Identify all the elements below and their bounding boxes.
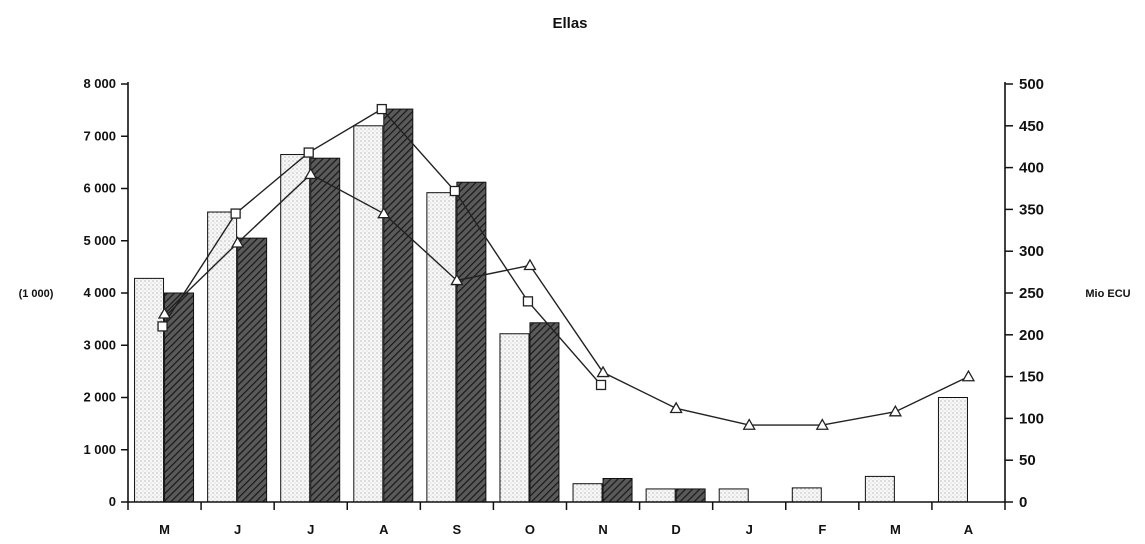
triangle-marker	[231, 236, 245, 248]
right-tick-label: 500	[1019, 76, 1044, 93]
square-marker	[303, 147, 314, 158]
left-tick-label: 4 000	[83, 285, 116, 300]
x-tick-label: M	[159, 522, 170, 537]
bar-dark	[237, 237, 268, 503]
x-tick-label: O	[525, 522, 535, 537]
left-tick-label: 6 000	[83, 181, 116, 196]
bar-light	[280, 154, 311, 503]
bar-light	[572, 483, 603, 503]
x-tick-label: J	[307, 522, 314, 537]
x-tick-label: N	[598, 522, 607, 537]
right-axis-ticks: 0 50 100 150 200 250 300 350 400 450 500	[1005, 76, 1044, 511]
bar-light	[426, 192, 457, 503]
right-tick-label: 200	[1019, 327, 1044, 344]
axes	[127, 82, 1006, 510]
x-tick-label: J	[234, 522, 241, 537]
x-tick-label: A	[379, 522, 389, 537]
right-axis-label: Mio ECU	[1085, 288, 1130, 300]
bar-light	[353, 125, 384, 503]
bar-dark	[456, 181, 487, 503]
triangle-marker	[304, 167, 318, 180]
triangle-marker	[523, 258, 537, 271]
lines	[157, 103, 976, 430]
line-triangle-series	[164, 173, 969, 426]
square-marker	[376, 103, 387, 115]
left-axis-label: (1 000)	[19, 288, 54, 300]
left-tick-label: 8 000	[83, 76, 116, 91]
right-tick-label: 150	[1019, 369, 1044, 386]
x-tick-label: J	[746, 522, 753, 537]
right-tick-label: 400	[1019, 160, 1044, 177]
triangle-marker	[157, 307, 172, 319]
triangle-marker	[596, 365, 610, 378]
triangle-marker	[742, 418, 756, 430]
triangle-marker	[669, 401, 683, 414]
bar-light	[718, 488, 749, 503]
bar-dark	[383, 108, 414, 503]
square-marker	[522, 296, 534, 307]
bar-light	[207, 211, 238, 503]
bar-dark	[310, 157, 341, 503]
bar-light	[864, 475, 895, 503]
left-tick-label: 3 000	[83, 337, 116, 352]
left-tick-label: 2 000	[83, 390, 116, 405]
right-tick-label: 350	[1019, 201, 1044, 218]
bar-dark	[164, 292, 195, 503]
left-tick-label: 7 000	[83, 128, 116, 143]
right-tick-label: 50	[1019, 452, 1036, 469]
x-tick-label: D	[671, 522, 680, 537]
right-tick-label: 250	[1019, 285, 1044, 302]
bar-dark	[529, 322, 560, 503]
triangle-marker	[815, 418, 829, 430]
triangle-marker	[888, 404, 902, 417]
chart-title: Ellas	[552, 15, 587, 32]
bar-light	[134, 277, 165, 503]
bar-light	[937, 397, 968, 503]
square-marker	[595, 379, 607, 391]
triangle-marker	[377, 206, 391, 219]
x-tick-label: F	[818, 522, 826, 537]
square-marker	[157, 321, 168, 332]
right-tick-label: 0	[1019, 494, 1027, 511]
left-tick-label: 1 000	[83, 442, 116, 457]
x-tick-label: S	[453, 522, 462, 537]
bar-dark	[675, 488, 706, 503]
bar-light	[645, 488, 676, 503]
right-tick-label: 100	[1019, 410, 1044, 427]
right-tick-label: 450	[1019, 118, 1044, 135]
triangle-marker	[961, 369, 976, 382]
x-tick-label: M	[890, 522, 901, 537]
square-marker	[230, 208, 241, 219]
bar-light	[499, 333, 530, 503]
x-tick-label: A	[964, 522, 974, 537]
left-tick-label: 0	[109, 494, 116, 509]
right-tick-label: 300	[1019, 243, 1044, 260]
left-tick-label: 5 000	[83, 233, 116, 248]
bar-dark	[602, 477, 633, 503]
square-marker	[449, 185, 461, 197]
left-axis-ticks: 0 1 000 2 000 3 000 4 000 5 000 6 000 7 000 8 00…	[83, 76, 128, 509]
bars	[134, 108, 968, 503]
triangle-marker	[450, 273, 464, 286]
bar-light	[791, 487, 822, 503]
